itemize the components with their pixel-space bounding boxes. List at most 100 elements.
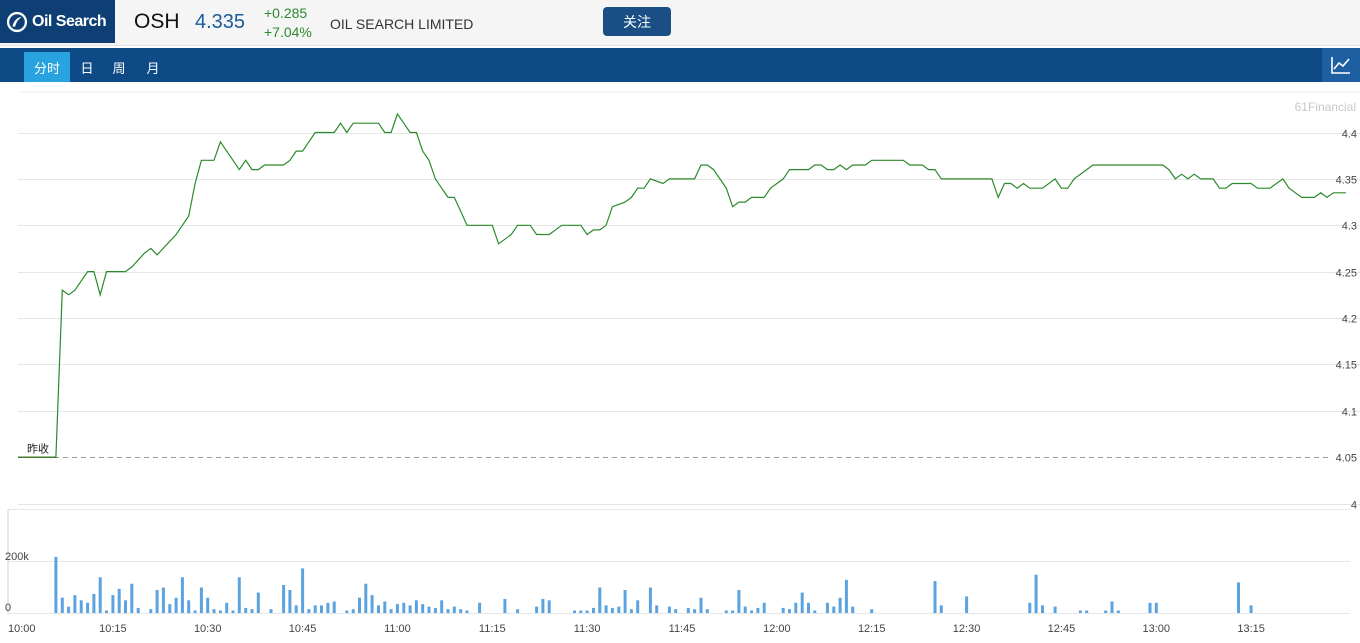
company-name: OIL SEARCH LIMITED — [330, 16, 474, 32]
volume-axis: 200k 0 — [5, 551, 29, 614]
volume-bar — [1034, 574, 1038, 614]
volume-tick-label: 0 — [5, 602, 11, 614]
volume-bar — [667, 606, 671, 613]
volume-bar — [440, 600, 444, 614]
volume-bar — [168, 604, 172, 613]
price-tick-label: 4.05 — [1336, 453, 1357, 465]
tab-daily[interactable]: 日 — [80, 61, 94, 77]
volume-bar — [54, 556, 58, 613]
volume-bar — [1041, 605, 1044, 613]
volume-bar — [136, 607, 140, 613]
time-tick-label: 13:00 — [1143, 623, 1171, 635]
volume-bar — [180, 577, 184, 613]
volume-bar — [244, 607, 248, 613]
volume-grid — [8, 509, 1350, 614]
brand-logo[interactable]: Oil Search — [0, 0, 115, 43]
volume-bar — [358, 597, 361, 613]
volume-bar — [395, 604, 399, 613]
volume-bar — [269, 609, 273, 613]
volume-bar — [313, 605, 317, 613]
volume-bar — [446, 609, 450, 613]
volume-bar — [124, 600, 127, 614]
volume-bar — [547, 600, 551, 614]
tab-monthly[interactable]: 月 — [146, 61, 160, 77]
volume-bar — [105, 610, 108, 613]
volume-bar — [813, 610, 817, 613]
time-tick-label: 10:15 — [99, 623, 127, 635]
last-price: 4.335 — [195, 11, 246, 33]
volume-bar — [1154, 602, 1158, 613]
volume-bar — [743, 606, 747, 613]
line-chart-icon — [1331, 57, 1350, 74]
volume-bar — [674, 609, 678, 613]
time-tick-label: 11:00 — [384, 623, 411, 635]
volume-bar — [161, 587, 165, 613]
intraday-chart[interactable]: 61Financial 4.4 4.35 4.3 4.25 4.2 4.15 4.1 4.05… — [0, 82, 1360, 643]
volume-bar — [807, 602, 810, 613]
volume-bar — [800, 592, 804, 613]
follow-button[interactable]: 关注 — [603, 7, 671, 36]
time-tick-label: 12:00 — [763, 623, 791, 635]
price-tick-label: 4.3 — [1342, 221, 1357, 233]
volume-bar — [294, 605, 298, 613]
volume-bar — [1148, 602, 1152, 613]
volume-bar — [459, 609, 463, 613]
period-tabbar: 分时 日 周 月 — [0, 48, 1360, 82]
volume-bar — [206, 597, 210, 613]
chart-type-toggle[interactable] — [1322, 48, 1360, 82]
volume-bar — [231, 610, 235, 613]
volume-bar — [933, 581, 937, 613]
volume-bar — [781, 607, 785, 613]
prev-close-label: 昨收 — [27, 442, 49, 456]
volume-bar — [67, 606, 71, 613]
volume-bar — [351, 609, 355, 613]
change-percent: +7.04% — [264, 24, 312, 40]
volume-bar — [155, 590, 159, 613]
tab-weekly[interactable]: 周 — [112, 61, 126, 77]
volume-bar — [844, 579, 848, 613]
volume-bar — [629, 609, 633, 613]
time-tick-label: 11:15 — [479, 623, 506, 635]
volume-bar — [117, 588, 121, 613]
volume-bar — [427, 606, 431, 613]
ticker-symbol: OSH — [134, 10, 180, 33]
volume-bar — [592, 607, 595, 613]
volume-bar — [421, 604, 425, 613]
volume-bar — [256, 592, 260, 613]
volume-bars — [54, 556, 1253, 614]
price-tick-label: 4.15 — [1336, 360, 1357, 372]
volume-bar — [1053, 606, 1057, 613]
volume-bar — [825, 602, 829, 613]
tab-intraday[interactable]: 分时 — [24, 52, 70, 82]
volume-bar — [573, 610, 576, 613]
volume-bar — [402, 602, 406, 613]
volume-bar — [73, 595, 77, 613]
volume-bar — [307, 609, 311, 613]
volume-bar — [225, 602, 229, 613]
volume-bar — [332, 601, 336, 613]
time-tick-label: 11:45 — [669, 623, 696, 635]
volume-bar — [623, 590, 627, 613]
volume-bar — [731, 610, 735, 613]
volume-bar — [408, 605, 412, 613]
volume-bar — [1237, 582, 1240, 613]
volume-bar — [383, 601, 387, 613]
volume-bar — [326, 602, 330, 613]
volume-bar — [598, 587, 602, 613]
volume-tick-label: 200k — [5, 551, 29, 563]
volume-bar — [1028, 602, 1032, 613]
chart-watermark: 61Financial — [1295, 100, 1356, 114]
volume-bar — [187, 600, 191, 614]
volume-bar — [130, 583, 134, 613]
volume-bar — [320, 605, 323, 613]
volume-bar — [686, 607, 690, 613]
volume-bar — [762, 602, 766, 613]
volume-bar — [288, 590, 292, 613]
volume-bar — [585, 610, 589, 613]
volume-bar — [86, 602, 90, 613]
volume-bar — [1085, 610, 1089, 613]
volume-bar — [92, 593, 96, 613]
volume-bar — [478, 602, 482, 613]
volume-bar — [699, 597, 703, 613]
volume-bar — [370, 595, 374, 613]
